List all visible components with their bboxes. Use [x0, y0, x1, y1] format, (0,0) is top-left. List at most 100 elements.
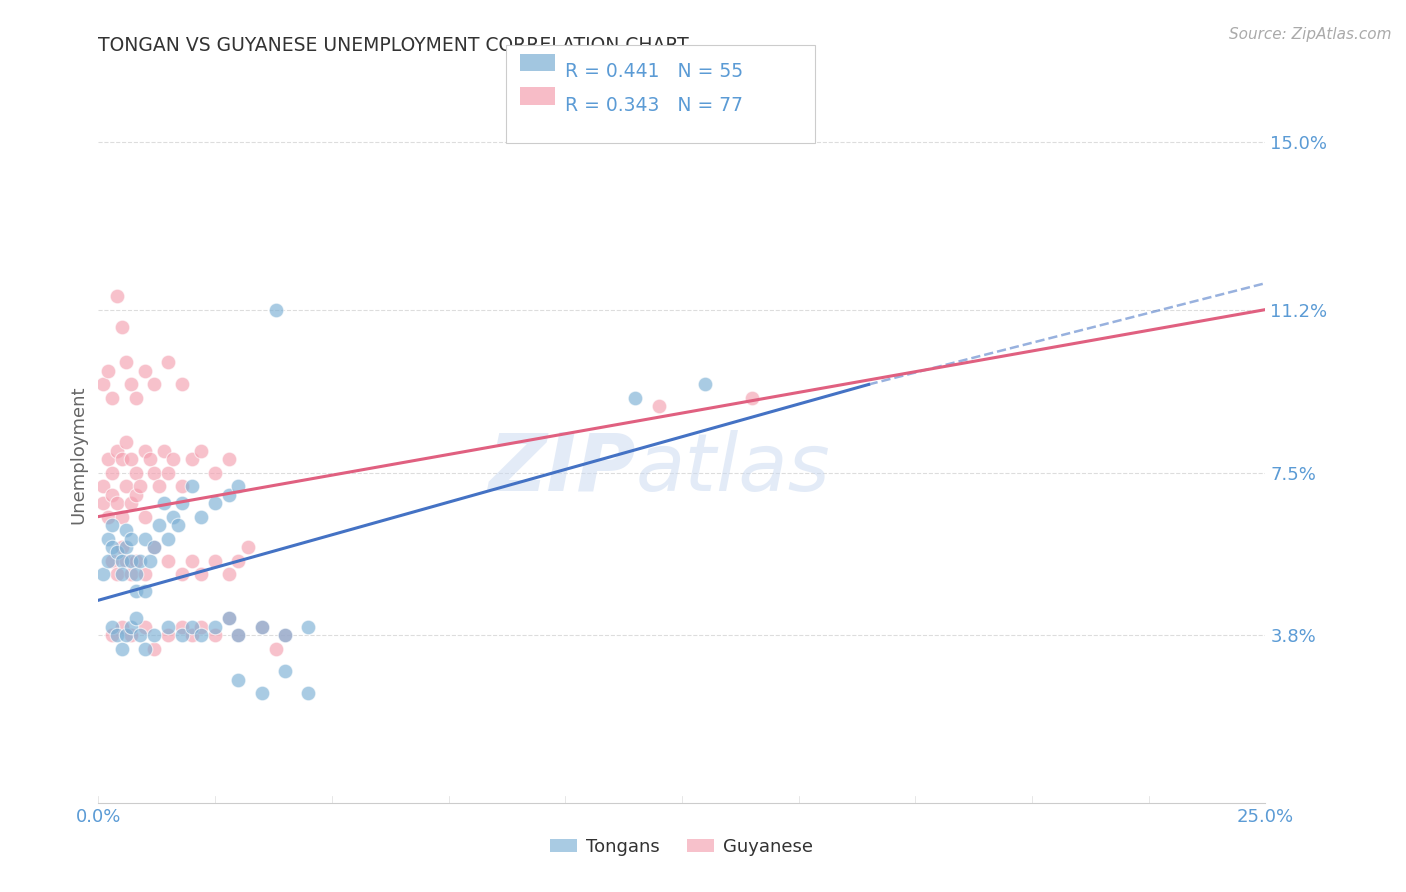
Point: [134, 566, 156, 581]
Point: [264, 302, 287, 317]
Point: [111, 566, 134, 581]
Point: [111, 320, 134, 334]
Point: [91, 496, 114, 510]
Point: [111, 620, 134, 634]
Point: [250, 686, 273, 700]
Point: [120, 377, 142, 392]
Point: [250, 620, 273, 634]
Point: [120, 620, 142, 634]
Point: [125, 466, 148, 480]
Point: [125, 391, 148, 405]
Point: [101, 466, 124, 480]
Point: [218, 452, 240, 467]
Point: [180, 628, 202, 642]
Point: [91, 377, 114, 392]
Point: [91, 566, 114, 581]
Point: [134, 532, 156, 546]
Point: [204, 553, 226, 567]
Point: [120, 496, 142, 510]
Point: [190, 443, 212, 458]
Point: [190, 628, 212, 642]
Point: [125, 566, 148, 581]
Point: [97, 553, 120, 567]
Point: [125, 611, 148, 625]
Point: [105, 566, 128, 581]
Point: [157, 628, 180, 642]
Point: [105, 628, 128, 642]
Point: [166, 518, 188, 533]
Point: [152, 496, 174, 510]
Point: [624, 391, 647, 405]
Point: [148, 518, 170, 533]
Point: [120, 532, 142, 546]
Point: [143, 641, 166, 656]
Point: [105, 496, 128, 510]
Point: [143, 377, 166, 392]
Point: [218, 566, 240, 581]
Point: [111, 553, 134, 567]
Point: [111, 541, 134, 555]
Point: [101, 518, 124, 533]
Point: [134, 584, 156, 599]
Point: [157, 355, 180, 369]
Point: [115, 628, 138, 642]
Point: [204, 628, 226, 642]
Point: [228, 553, 250, 567]
Point: [157, 532, 180, 546]
Point: [120, 566, 142, 581]
Point: [120, 628, 142, 642]
Point: [172, 620, 194, 634]
Point: [125, 487, 148, 501]
Point: [97, 452, 120, 467]
Point: [105, 289, 128, 303]
Point: [143, 541, 166, 555]
Point: [297, 686, 319, 700]
Point: [143, 541, 166, 555]
Point: [115, 479, 138, 493]
Point: [190, 620, 212, 634]
Text: atlas: atlas: [636, 430, 830, 508]
Point: [236, 541, 259, 555]
Point: [143, 466, 166, 480]
Point: [218, 487, 240, 501]
Point: [101, 391, 124, 405]
Point: [157, 466, 180, 480]
Point: [111, 641, 134, 656]
Point: [157, 553, 180, 567]
Point: [115, 541, 138, 555]
Point: [101, 620, 124, 634]
Point: [120, 452, 142, 467]
Point: [264, 641, 287, 656]
Point: [172, 479, 194, 493]
Point: [101, 541, 124, 555]
Point: [91, 479, 114, 493]
Point: [180, 452, 202, 467]
Point: [190, 509, 212, 524]
Point: [143, 628, 166, 642]
Text: R = 0.441   N = 55: R = 0.441 N = 55: [565, 62, 744, 81]
Point: [157, 620, 180, 634]
Point: [228, 673, 250, 687]
Point: [180, 479, 202, 493]
Point: [111, 509, 134, 524]
Point: [97, 509, 120, 524]
Point: [274, 628, 297, 642]
Point: [180, 620, 202, 634]
Point: [115, 553, 138, 567]
Text: ZIP: ZIP: [488, 430, 636, 508]
Point: [101, 628, 124, 642]
Text: R = 0.343   N = 77: R = 0.343 N = 77: [565, 96, 744, 115]
Point: [139, 553, 162, 567]
Point: [162, 509, 184, 524]
Point: [172, 496, 194, 510]
Point: [134, 443, 156, 458]
Point: [228, 628, 250, 642]
Point: [105, 545, 128, 559]
Point: [647, 400, 669, 414]
Point: [274, 628, 297, 642]
Point: [111, 452, 134, 467]
Point: [148, 479, 170, 493]
Point: [741, 391, 763, 405]
Point: [204, 620, 226, 634]
Point: [250, 620, 273, 634]
